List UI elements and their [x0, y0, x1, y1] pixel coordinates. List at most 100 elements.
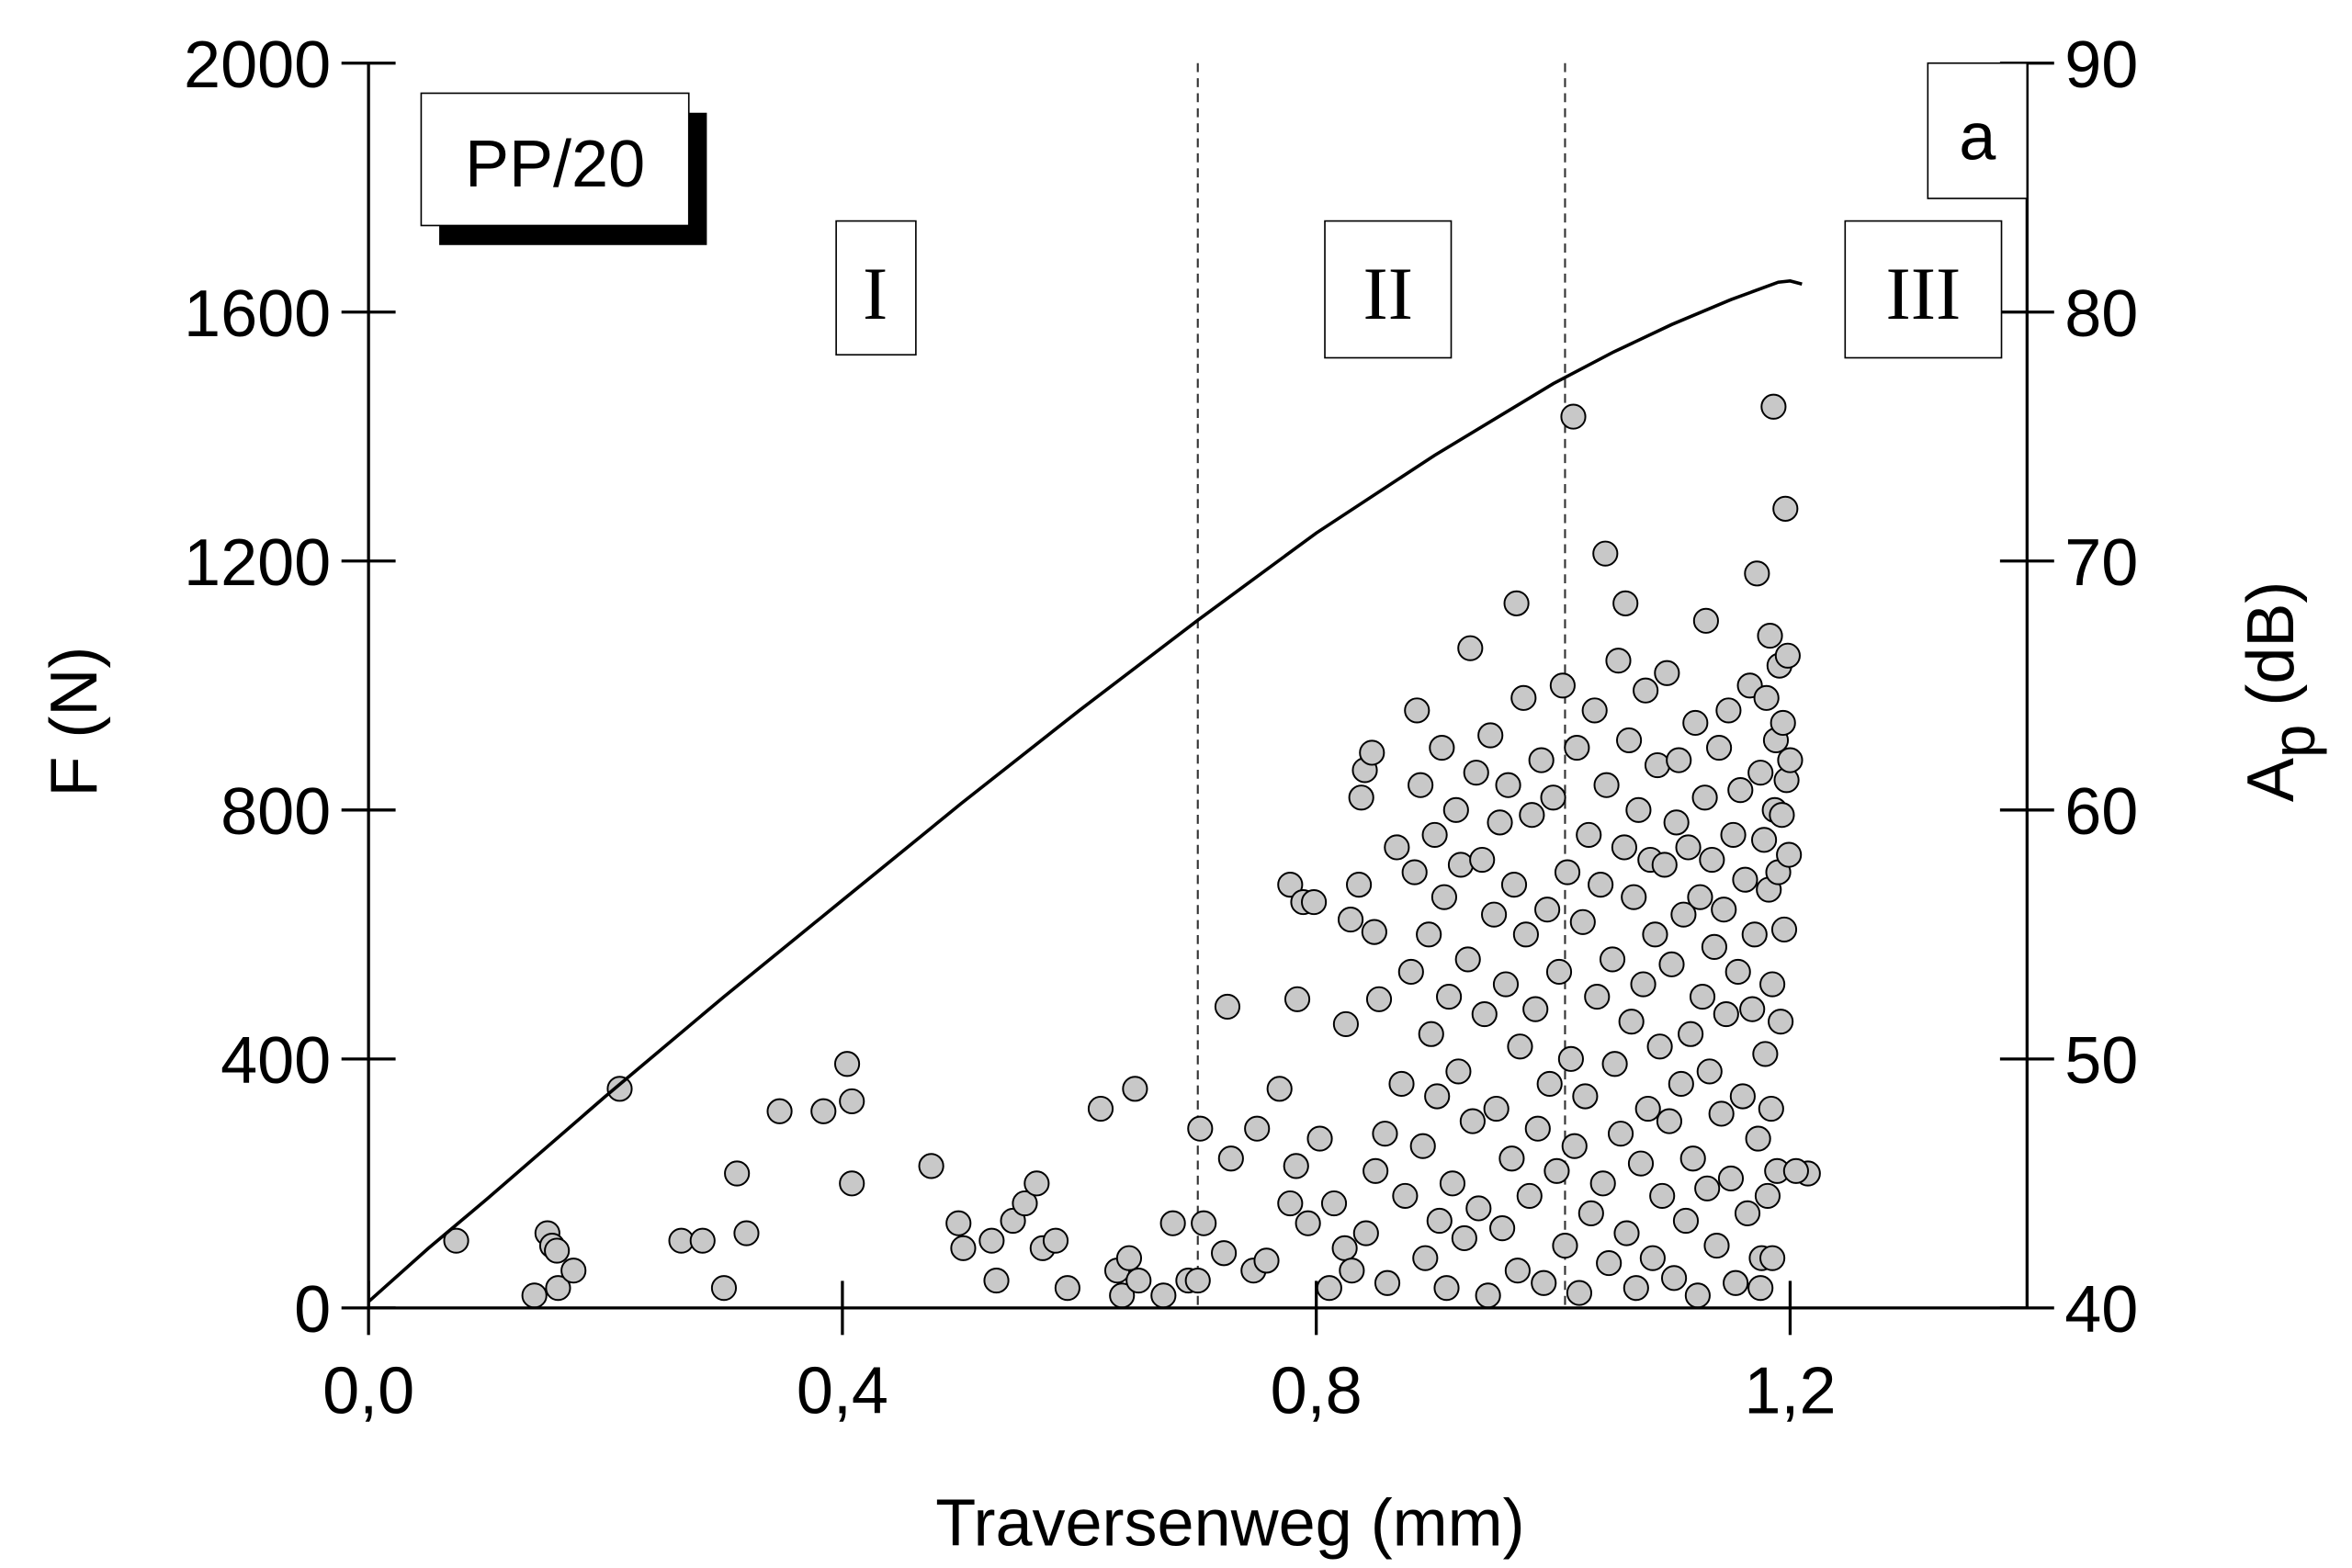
amplitude-point	[689, 1227, 716, 1254]
amplitude-point	[1661, 1265, 1688, 1292]
amplitude-point	[1560, 403, 1587, 430]
amplitude-point	[1633, 677, 1659, 704]
amplitude-point	[918, 1153, 944, 1179]
amplitude-point	[1592, 540, 1619, 567]
amplitude-point	[1426, 1207, 1453, 1235]
amplitude-point	[1125, 1267, 1152, 1294]
amplitude-point	[1442, 796, 1469, 823]
amplitude-point	[1397, 958, 1424, 986]
amplitude-point	[1187, 1115, 1214, 1142]
amplitude-point	[1184, 1267, 1211, 1294]
amplitude-point	[1363, 1157, 1389, 1184]
amplitude-point	[1642, 921, 1668, 948]
amplitude-point	[1409, 1133, 1436, 1159]
panel-label: a	[1959, 100, 1996, 174]
amplitude-point	[1507, 1033, 1533, 1060]
y2-tick-label: 60	[2064, 775, 2138, 849]
amplitude-point	[1331, 1235, 1358, 1261]
amplitude-point	[1732, 866, 1758, 893]
amplitude-point	[1451, 1224, 1477, 1252]
amplitude-point	[1471, 1000, 1498, 1028]
amplitude-point	[1634, 1095, 1661, 1122]
amplitude-point	[1776, 841, 1803, 868]
amplitude-point	[1699, 846, 1725, 874]
amplitude-point	[1528, 747, 1555, 773]
amplitude-point	[1769, 802, 1795, 829]
amplitude-point	[1283, 1153, 1309, 1179]
amplitude-point	[1770, 709, 1796, 737]
amplitude-point	[1682, 709, 1709, 737]
amplitude-point	[1708, 1100, 1735, 1127]
amplitude-point	[1711, 897, 1737, 923]
amplitude-point	[1694, 1175, 1721, 1201]
amplitude-point	[1599, 946, 1626, 973]
amplitude-point	[1703, 1233, 1730, 1259]
amplitude-point	[1454, 946, 1481, 973]
amplitude-point	[1516, 1182, 1543, 1209]
amplitude-point	[1589, 1170, 1616, 1197]
specimen-label-box	[420, 92, 690, 227]
x-tick-label: 0,0	[322, 1354, 414, 1427]
amplitude-point	[1283, 986, 1311, 1012]
amplitude-point	[1611, 834, 1637, 861]
amplitude-point	[1498, 1145, 1525, 1172]
amplitude-point	[1392, 1182, 1419, 1209]
amplitude-point	[443, 1227, 469, 1254]
amplitude-point	[1339, 1258, 1365, 1284]
panel-label-box	[1927, 62, 2029, 199]
region-label-II: II	[1363, 252, 1414, 335]
amplitude-point	[1668, 1070, 1694, 1098]
amplitude-point	[1625, 796, 1652, 823]
amplitude-point	[1500, 872, 1528, 898]
amplitude-point	[1747, 1275, 1774, 1302]
amplitude-point	[560, 1258, 587, 1284]
amplitude-point	[1087, 1095, 1114, 1122]
x-tick-label: 0,4	[797, 1354, 888, 1427]
amplitude-point	[1621, 884, 1647, 910]
amplitude-point	[1666, 747, 1692, 773]
amplitude-point	[1522, 996, 1549, 1022]
y2-tick-label: 40	[2064, 1273, 2138, 1347]
amplitude-point	[1150, 1282, 1177, 1309]
amplitude-point	[1760, 393, 1787, 420]
amplitude-point	[1465, 1195, 1492, 1222]
amplitude-point	[1747, 760, 1774, 786]
amplitude-point	[1436, 984, 1463, 1010]
amplitude-point	[1429, 734, 1455, 761]
amplitude-point	[1332, 1010, 1359, 1037]
amplitude-point	[1475, 1282, 1501, 1309]
amplitude-point	[1122, 1076, 1148, 1102]
amplitude-point	[1584, 984, 1611, 1010]
amplitude-point	[1774, 642, 1801, 669]
amplitude-point	[945, 1210, 972, 1236]
amplitude-point	[1337, 906, 1364, 933]
amplitude-point	[1658, 951, 1685, 977]
y2-axis-title-sub: p	[2260, 725, 2327, 758]
amplitude-point	[1531, 1269, 1557, 1296]
amplitude-point	[1544, 1157, 1570, 1184]
specimen-label: PP/20	[465, 128, 645, 201]
amplitude-point	[1569, 908, 1596, 935]
amplitude-point	[1696, 1058, 1723, 1085]
amplitude-point	[839, 1170, 865, 1197]
amplitude-point	[1445, 1058, 1472, 1085]
amplitude-point	[1572, 1083, 1599, 1110]
amplitude-point	[1618, 1009, 1645, 1035]
amplitude-point	[1670, 901, 1697, 928]
amplitude-point	[1672, 1207, 1700, 1235]
amplitude-point	[1772, 495, 1799, 522]
amplitude-point	[1384, 834, 1410, 861]
amplitude-point	[1630, 971, 1657, 998]
amplitude-point	[950, 1235, 977, 1261]
y2-axis-title-unit: (dB)	[2234, 581, 2308, 725]
amplitude-point	[1759, 971, 1786, 998]
y2-tick-label: 70	[2064, 526, 2138, 600]
amplitude-point	[1519, 802, 1545, 829]
amplitude-point	[1554, 859, 1581, 886]
amplitude-point	[1651, 852, 1678, 878]
y-tick-label: 1200	[184, 526, 331, 600]
y2-axis-title: Ap (dB)	[2234, 581, 2327, 802]
amplitude-point	[1616, 727, 1643, 754]
amplitude-point	[1581, 697, 1608, 724]
